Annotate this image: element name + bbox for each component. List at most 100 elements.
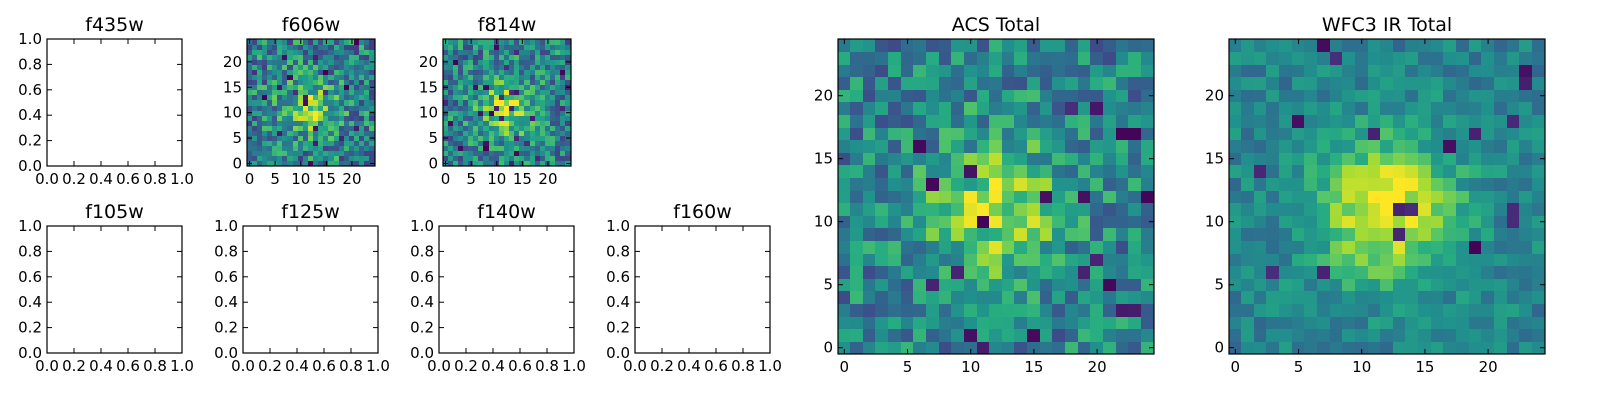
heatmap-cell (535, 105, 541, 111)
heatmap-cell (1456, 177, 1470, 191)
heatmap-cell (448, 89, 454, 95)
heatmap-cell (282, 110, 288, 116)
heatmap-cell (313, 150, 319, 156)
heatmap-cell (560, 120, 566, 126)
heatmap-cell (850, 39, 864, 52)
heatmap-cell (1469, 253, 1482, 266)
heatmap-cell (901, 278, 914, 291)
heatmap-cell (494, 105, 500, 111)
heatmap-cell (1090, 51, 1104, 65)
heatmap-cell (504, 79, 510, 85)
heatmap-cell (1279, 202, 1293, 216)
heatmap-cell (318, 105, 324, 111)
heatmap-cell (478, 115, 484, 121)
heatmap-cell (504, 59, 510, 65)
heatmap-cell (519, 84, 525, 90)
heatmap-cell (1241, 89, 1255, 102)
heatmap-cell (509, 94, 515, 100)
heatmap-cell (1078, 303, 1091, 317)
heatmap-cell (939, 165, 952, 178)
heatmap-cell (1532, 202, 1545, 216)
heatmap-cell (303, 84, 309, 90)
heatmap-cell (287, 79, 294, 85)
heatmap-cell (257, 105, 263, 111)
heatmap-cell (344, 44, 350, 50)
heatmap-cell (1443, 253, 1457, 266)
heatmap-cell (1532, 190, 1545, 203)
heatmap-cell (1380, 139, 1394, 153)
heatmap-cell (1229, 177, 1242, 191)
heatmap-cell (565, 39, 571, 45)
heatmap-cell (267, 150, 273, 156)
heatmap-cell (344, 89, 350, 95)
x-tick-label: 0.4 (481, 357, 505, 375)
heatmap-cell (344, 110, 350, 116)
heatmap-cell (504, 74, 510, 80)
heatmap-cell (850, 114, 864, 128)
heatmap-cell (1519, 51, 1533, 65)
heatmap-cell (535, 54, 541, 60)
heatmap-cell (287, 44, 294, 50)
heatmap-cell (1279, 89, 1293, 102)
heatmap-cell (509, 79, 515, 85)
heatmap-cell (901, 240, 914, 254)
heatmap-cell (1418, 127, 1432, 140)
heatmap-cell (287, 125, 294, 131)
heatmap-cell (1065, 177, 1079, 191)
heatmap-cell (989, 228, 1003, 241)
x-tick-label: 20 (1479, 358, 1498, 376)
heatmap-cell (298, 99, 304, 106)
heatmap-cell (1342, 139, 1356, 153)
heatmap-cell (453, 64, 459, 70)
heatmap-cell (443, 69, 449, 75)
heatmap-cell (257, 89, 263, 95)
heatmap-cell (247, 69, 253, 75)
heatmap-cell (989, 177, 1003, 191)
heatmap-cell (252, 115, 258, 121)
heatmap-cell (1128, 165, 1142, 178)
heatmap-cell (1040, 253, 1053, 266)
heatmap-cell (448, 64, 454, 70)
heatmap-cell (875, 114, 889, 128)
heatmap-cell (252, 145, 258, 151)
heatmap-cell (1532, 177, 1545, 191)
heatmap-cell (252, 74, 258, 80)
heatmap-cell (888, 102, 902, 115)
heatmap-cell (277, 145, 283, 151)
heatmap-cell (323, 110, 329, 116)
heatmap-cell (339, 39, 345, 45)
heatmap-cell (530, 110, 536, 116)
heatmap-cell (1141, 165, 1154, 178)
heatmap-cell (478, 99, 484, 106)
heatmap-cell (560, 64, 566, 70)
heatmap-cell (489, 44, 495, 50)
heatmap-cell (1443, 177, 1457, 191)
heatmap-cell (1116, 240, 1129, 254)
heatmap-cell (282, 79, 288, 85)
heatmap-cell (1116, 316, 1129, 329)
heatmap-cell (334, 94, 340, 100)
heatmap-cell (499, 79, 505, 85)
heatmap-cell (318, 44, 324, 50)
heatmap-cell (524, 145, 531, 151)
heatmap-cell (369, 155, 375, 161)
heatmap-cell (1443, 139, 1457, 153)
heatmap-cell (1317, 278, 1331, 291)
heatmap-cell (483, 130, 490, 136)
heatmap-cell (1141, 152, 1154, 165)
heatmap-cell (977, 152, 990, 165)
heatmap-cell (247, 74, 253, 80)
heatmap-cell (1065, 328, 1079, 342)
heatmap-cell (1355, 76, 1369, 90)
heatmap-cell (1405, 102, 1419, 115)
heatmap-cell (489, 49, 495, 55)
heatmap-cell (1330, 127, 1343, 140)
heatmap-cell (1292, 303, 1305, 317)
heatmap-cell (478, 110, 484, 116)
heatmap-cell (443, 89, 449, 95)
heatmap-cell (514, 150, 520, 156)
heatmap-cell (514, 115, 520, 121)
heatmap-cell (1418, 89, 1432, 102)
heatmap-cell (1405, 316, 1419, 329)
heatmap-cell (313, 64, 319, 70)
